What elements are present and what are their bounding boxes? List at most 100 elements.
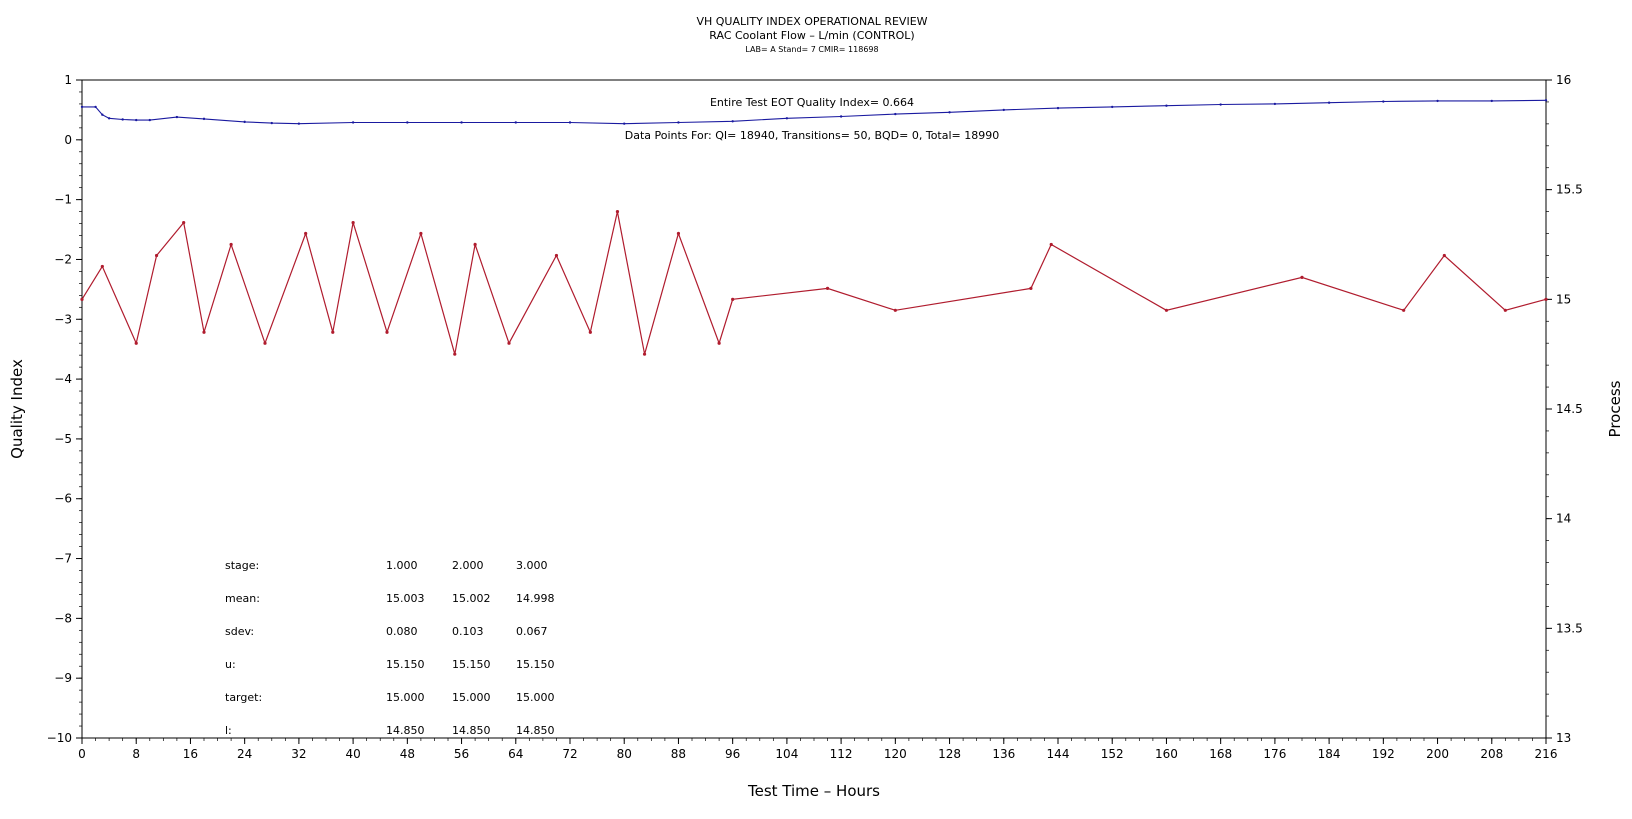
process-point (351, 220, 355, 225)
y2-tick-label: 15.5 (1556, 183, 1583, 197)
x-tick-label: 216 (1535, 747, 1558, 761)
stats-value: 15.150 (386, 658, 425, 671)
quality-index-point (677, 121, 680, 124)
x-tick-label: 192 (1372, 747, 1395, 761)
process-point (100, 264, 104, 269)
stats-value: 1.000 (386, 559, 418, 572)
chart-subtitle: RAC Coolant Flow – L/min (CONTROL) (709, 29, 914, 42)
process-point (154, 253, 159, 258)
y-tick-label: −1 (54, 193, 72, 207)
points-annotation: Data Points For: QI= 18940, Transitions=… (625, 129, 1000, 142)
process-point (893, 308, 897, 312)
x-tick-label: 72 (562, 747, 577, 761)
quality-index-point (1219, 103, 1222, 106)
y-tick-label: −5 (54, 432, 72, 446)
plot-frame (81, 79, 1547, 739)
x-tick-label: 96 (725, 747, 740, 761)
x-tick-label: 168 (1209, 747, 1232, 761)
x-tick-label: 80 (617, 747, 632, 761)
y-tick-label: −9 (54, 671, 72, 685)
x-tick-label: 208 (1480, 747, 1503, 761)
y-tick-label: −6 (54, 492, 72, 506)
quality-index-point (101, 113, 104, 116)
process-point (642, 352, 647, 356)
x-tick-label: 120 (884, 747, 907, 761)
process-point (263, 341, 267, 345)
quality-index-point (406, 121, 409, 124)
quality-index-point (270, 121, 273, 125)
y2-tick-label: 15 (1556, 292, 1571, 306)
process-series (80, 210, 1548, 356)
quality-index-point (460, 121, 463, 124)
y-tick-label: −10 (47, 731, 72, 745)
quality-index-series (80, 99, 1548, 125)
quality-index-point (148, 118, 151, 122)
x-tick-label: 176 (1263, 747, 1286, 761)
quality-index-point (1111, 105, 1114, 109)
stats-value: 0.103 (452, 625, 484, 638)
x-tick-label: 184 (1318, 747, 1341, 761)
y2-tick-label: 13.5 (1556, 621, 1583, 635)
quality-index-point (948, 111, 951, 114)
eot-annotation: Entire Test EOT Quality Index= 0.664 (710, 96, 914, 109)
process-point (1402, 308, 1406, 312)
process-point (331, 330, 335, 334)
y-tick-label: −3 (54, 312, 72, 326)
y-tick-label: −8 (54, 611, 72, 625)
stats-value: 15.003 (386, 592, 425, 605)
x-axis: 0 8 16 24 32 40 48 56 64 72 80 88 96 104 112 120 128 136 1… (78, 738, 1557, 761)
process-point (304, 231, 308, 236)
process-point (1300, 275, 1304, 279)
process-point (453, 352, 457, 356)
process-point (676, 231, 681, 236)
process-point (1164, 308, 1169, 312)
quality-index-point (1382, 100, 1385, 103)
quality-index-point (121, 118, 124, 121)
quality-index-point (568, 121, 572, 124)
quality-index-point (94, 105, 97, 109)
stats-value: 15.000 (386, 691, 425, 704)
process-point (825, 286, 830, 290)
quality-index-point (1165, 104, 1168, 107)
process-point (182, 220, 186, 225)
y2-tick-label: 14 (1556, 512, 1571, 526)
stats-value: 0.067 (516, 625, 548, 638)
x-tick-label: 88 (671, 747, 686, 761)
stats-value: 15.150 (452, 658, 491, 671)
process-point (717, 341, 721, 345)
x-tick-label: 8 (132, 747, 140, 761)
x-tick-label: 40 (345, 747, 360, 761)
stats-label: mean: (225, 592, 260, 605)
process-point (385, 330, 389, 334)
left-axis: 1 0 −1 −2 −3 −4 −5 −6 −7 −8 −9 −10 (47, 73, 82, 745)
x-axis-label: Test Time – Hours (747, 782, 880, 800)
process-point (1544, 297, 1548, 301)
stats-value: 15.000 (452, 691, 491, 704)
x-tick-label: 48 (400, 747, 415, 761)
stats-value: 0.080 (386, 625, 418, 638)
y2-tick-label: 16 (1556, 73, 1571, 87)
x-tick-label: 64 (508, 747, 523, 761)
quality-index-point (351, 121, 355, 124)
stats-label: u: (225, 658, 236, 671)
stats-value: 14.998 (516, 592, 555, 605)
chart-title: VH QUALITY INDEX OPERATIONAL REVIEW (696, 15, 927, 28)
stats-value: 14.850 (516, 724, 555, 737)
stats-value: 3.000 (516, 559, 548, 572)
process-point (202, 330, 206, 334)
process-point (615, 210, 620, 214)
quality-index-point (1490, 99, 1493, 103)
process-point (473, 242, 477, 247)
quality-index-point (1436, 99, 1439, 103)
quality-index-point (175, 115, 179, 119)
quality-index-point (1002, 108, 1005, 112)
x-tick-label: 16 (183, 747, 198, 761)
stats-value: 15.150 (516, 658, 555, 671)
quality-index-point (839, 115, 843, 118)
x-tick-label: 200 (1426, 747, 1449, 761)
stats-value: 14.850 (386, 724, 425, 737)
quality-index-point (731, 120, 734, 123)
y2-tick-label: 14.5 (1556, 402, 1583, 416)
right-axis: 16 15.5 15 14.5 14 13.5 13 (1546, 73, 1583, 745)
